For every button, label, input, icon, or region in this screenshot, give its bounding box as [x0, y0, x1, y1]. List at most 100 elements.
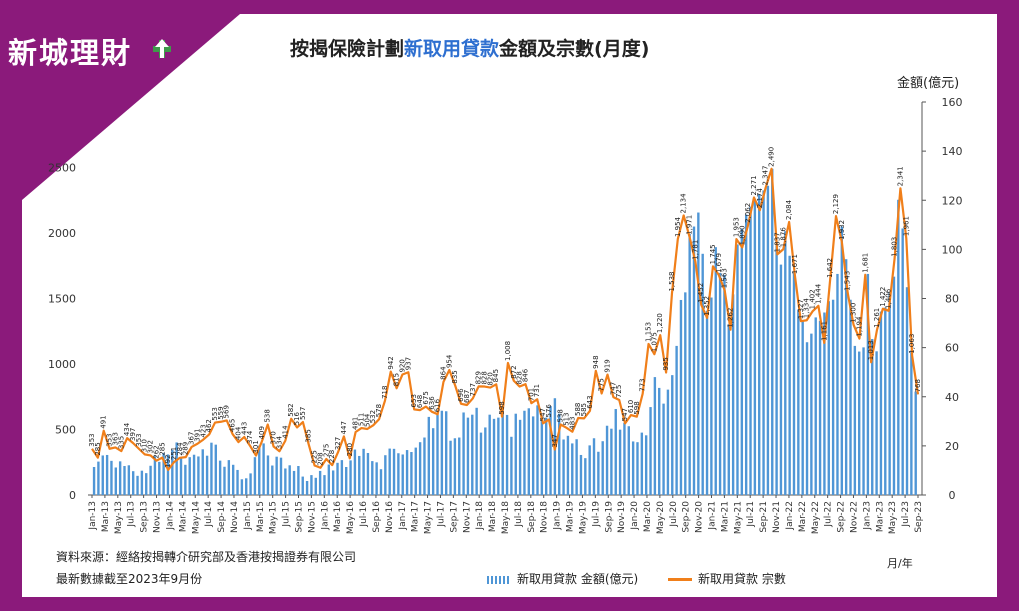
count-data-label: 251	[170, 447, 178, 460]
count-data-label: 547	[621, 408, 629, 421]
count-data-label: 275	[322, 444, 330, 457]
x-axis-tick-label: Jan-23	[862, 501, 872, 531]
count-data-label: 1,971	[686, 215, 694, 235]
amount-bar	[214, 444, 217, 495]
amount-bar	[458, 437, 461, 495]
count-data-label: 1,153	[645, 322, 653, 342]
count-data-label: 935	[662, 357, 670, 370]
amount-bar	[501, 413, 504, 495]
amount-bar	[340, 460, 344, 495]
count-data-label: 1,300	[850, 303, 858, 323]
amount-bar	[727, 324, 730, 495]
amount-bar	[410, 452, 413, 495]
amount-bar	[692, 226, 696, 496]
amount-bar	[279, 457, 283, 495]
amount-bar	[640, 432, 644, 495]
amount-bar	[314, 477, 317, 495]
amount-bar	[888, 292, 891, 495]
count-data-label: 610	[627, 400, 635, 413]
x-axis-tick-label: Jul-21	[746, 501, 756, 528]
amount-bar	[418, 442, 422, 495]
count-data-label: 363	[111, 432, 119, 445]
x-axis-tick-label: May-18	[501, 501, 511, 534]
x-axis-tick-label: Jan-22	[785, 501, 795, 531]
x-axis-tick-label: Nov-21	[772, 501, 782, 533]
amount-bar	[353, 449, 357, 495]
amount-bar	[431, 428, 435, 495]
right-axis-tick-label: 140	[942, 145, 963, 158]
count-data-label: 773	[639, 378, 647, 391]
count-data-label: 284	[176, 442, 184, 456]
count-data-label: 768	[914, 379, 922, 392]
amount-bar	[592, 438, 596, 495]
count-data-label: 643	[586, 395, 594, 408]
legend-bar-swatch	[487, 575, 511, 584]
amount-bar	[401, 454, 404, 495]
count-data-label: 920	[398, 359, 406, 372]
amount-bar	[840, 226, 844, 496]
x-axis-tick-label: Jul-19	[591, 501, 601, 528]
count-data-label: 1,261	[873, 308, 881, 328]
count-data-label: 557	[299, 407, 307, 420]
chart-panel	[22, 14, 997, 597]
amount-bar	[901, 228, 904, 495]
amount-bar	[831, 299, 835, 495]
count-data-label: 434	[123, 422, 131, 436]
count-line	[91, 167, 920, 471]
amount-bar	[331, 470, 335, 495]
count-data-label: 1,803	[891, 237, 899, 257]
amount-bar	[810, 333, 813, 495]
amount-bar	[914, 391, 917, 495]
amount-bar	[114, 467, 117, 495]
right-axis-label: 金額(億元)	[897, 76, 960, 91]
amount-bar	[192, 454, 196, 495]
amount-bar	[301, 476, 304, 495]
count-data-label: 225	[311, 450, 319, 463]
amount-bar	[701, 253, 704, 495]
x-axis-tick-label: Jul-16	[359, 501, 369, 528]
count-data-label: 919	[604, 359, 612, 372]
x-axis-tick-label: Sep-21	[759, 501, 769, 533]
amount-bar	[527, 408, 530, 495]
count-data-label: 334	[275, 435, 283, 449]
x-axis-tick-label: Sep-19	[604, 501, 614, 533]
amount-bar	[275, 456, 278, 495]
amount-bar	[558, 413, 561, 495]
count-data-label: 391	[193, 428, 201, 441]
count-data-label: 1,013	[867, 340, 875, 360]
amount-bar	[805, 342, 809, 495]
amount-bar	[571, 443, 574, 495]
count-data-label: 569	[223, 405, 231, 418]
amount-bar	[618, 429, 622, 495]
amount-bar	[523, 410, 526, 495]
amount-bar	[688, 233, 691, 495]
amount-bar	[292, 470, 296, 495]
x-axis-tick-label: Sep-15	[295, 501, 305, 533]
amount-bar	[258, 445, 261, 495]
x-axis-tick-label: Jul-17	[436, 501, 446, 528]
count-data-label: 1,954	[674, 216, 682, 237]
amount-bar	[123, 466, 126, 495]
x-axis-tick-label: Jul-23	[901, 501, 911, 528]
amount-bar	[440, 410, 444, 495]
amount-bar	[310, 475, 313, 495]
count-data-label: 2,129	[832, 194, 840, 214]
amount-bar	[510, 436, 513, 495]
count-data-label: 335	[117, 436, 125, 449]
amount-bar	[397, 453, 400, 495]
update-note: 最新數據截至2023年9月份	[56, 572, 203, 586]
count-data-label: 653	[410, 394, 418, 407]
amount-bar	[492, 418, 496, 495]
x-axis-tick-label: Sep-14	[217, 501, 227, 533]
x-axis-tick-label: Nov-20	[695, 501, 705, 533]
count-data-label: 511	[357, 413, 365, 426]
count-data-label: 280	[346, 443, 354, 456]
amount-bar	[362, 448, 365, 495]
x-axis-tick-label: May-17	[424, 501, 434, 534]
count-data-label: 262	[152, 445, 160, 458]
count-data-label: 948	[592, 355, 600, 368]
amount-bar	[658, 387, 661, 495]
amount-bar	[714, 247, 717, 495]
x-axis-tick-label: Jul-18	[514, 501, 524, 528]
count-data-label: 2,490	[768, 147, 776, 167]
